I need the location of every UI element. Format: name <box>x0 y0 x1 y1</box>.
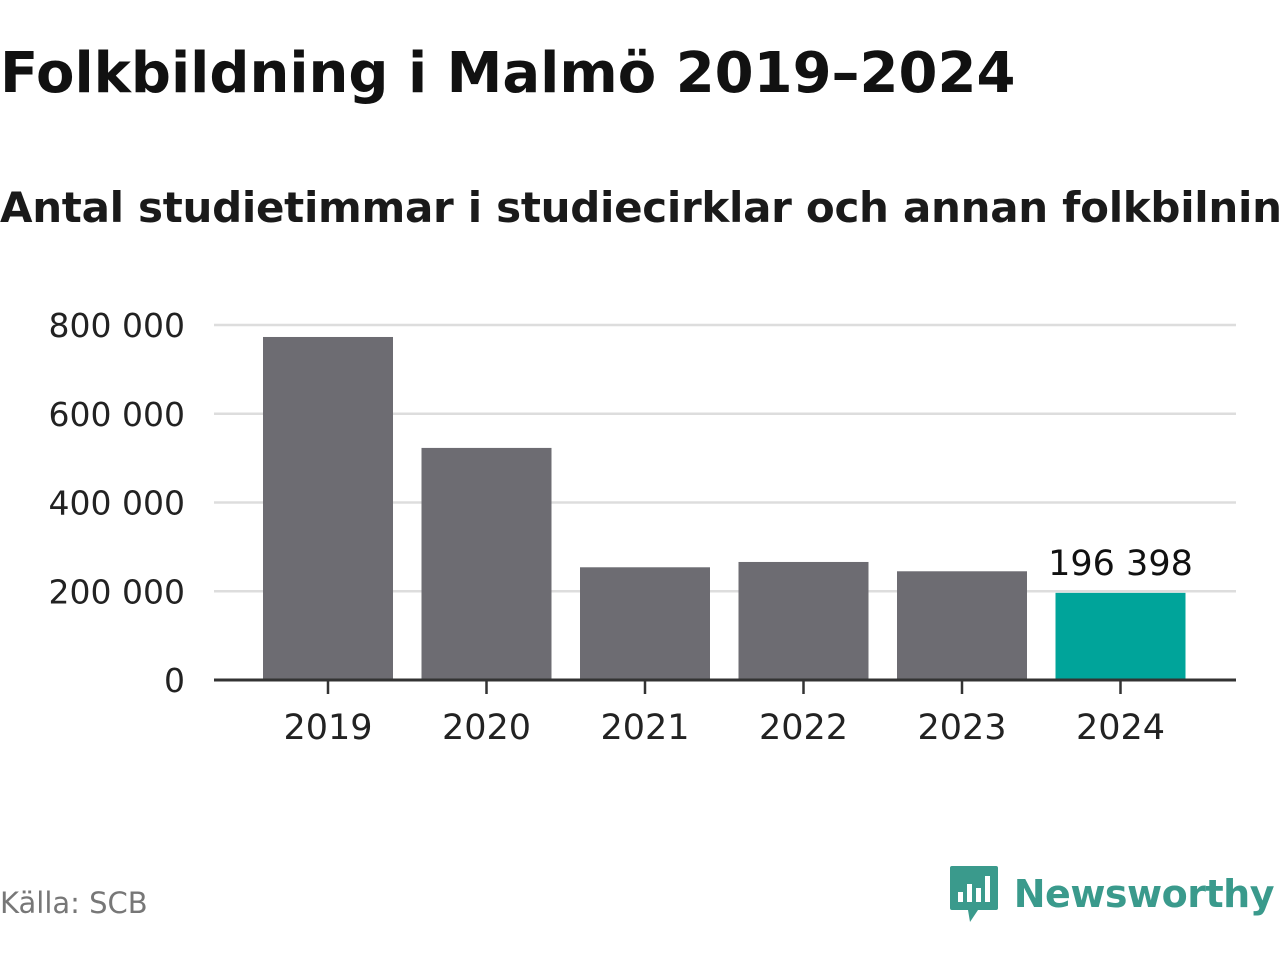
chart-title: Folkbildning i Malmö 2019–2024 <box>0 41 1016 106</box>
bar-2023 <box>897 571 1027 680</box>
y-axis-labels: 0 200 000 400 000 600 000 800 000 <box>49 306 185 700</box>
source-note: Källa: SCB <box>0 886 148 920</box>
brand-logo: Newsworthy <box>948 864 1275 924</box>
x-tick-label: 2020 <box>442 708 531 748</box>
bar-2022 <box>738 561 869 680</box>
x-tick-label: 2021 <box>600 708 689 748</box>
bar-2020 <box>421 447 552 680</box>
bar-2024 <box>1055 592 1186 680</box>
y-tick-label: 400 000 <box>49 484 185 523</box>
bar-2021 <box>580 567 710 680</box>
bars <box>263 336 1186 680</box>
y-tick-label: 0 <box>164 661 185 700</box>
y-tick-label: 600 000 <box>49 395 185 434</box>
brand-name: Newsworthy <box>1013 872 1275 916</box>
data-label: 196 398 <box>1048 544 1193 584</box>
x-tick-label: 2023 <box>917 708 1006 748</box>
chart-subtitle: Antal studietimmar i studiecirklar och a… <box>0 183 1280 232</box>
data-labels: 196 398 <box>1048 544 1193 584</box>
x-tick-label: 2022 <box>759 708 848 748</box>
x-tick-label: 2024 <box>1076 708 1165 748</box>
x-tick-label: 2019 <box>283 708 372 748</box>
newsworthy-logo-icon <box>949 866 998 922</box>
x-axis-labels: 2019 2020 2021 2022 2023 2024 <box>283 708 1165 748</box>
x-axis <box>214 678 1236 694</box>
y-tick-label: 800 000 <box>49 306 185 345</box>
bar-2019 <box>263 336 393 680</box>
y-tick-label: 200 000 <box>49 572 185 611</box>
